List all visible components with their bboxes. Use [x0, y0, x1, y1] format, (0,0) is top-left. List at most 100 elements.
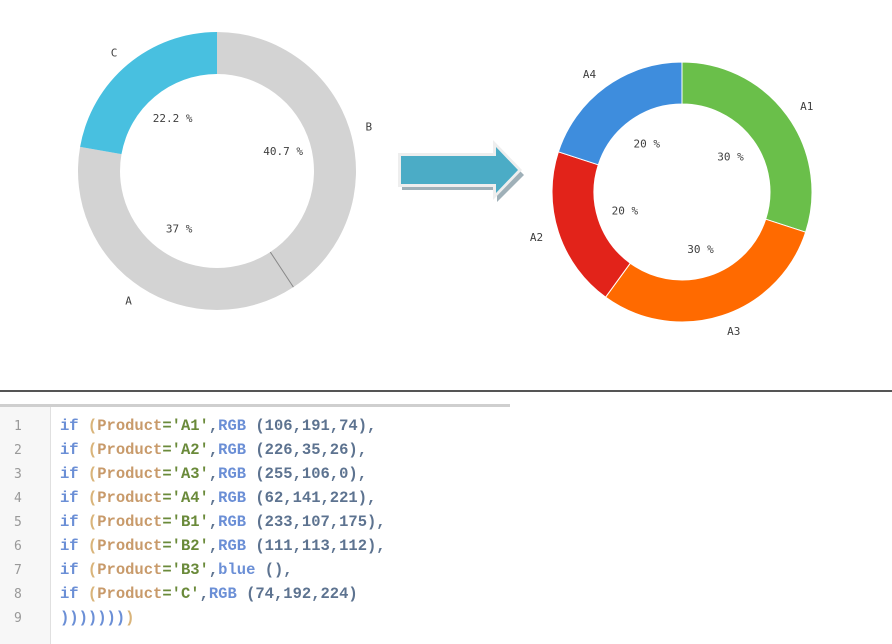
data-label-A4: 20 % — [633, 137, 660, 150]
data-label-A: 37 % — [166, 223, 193, 236]
code-token-par: ( — [87, 417, 98, 435]
charts-canvas: 40.7 % B 37 % A 22.2 % C 30 % A1 30 % A3 20 % A2 20… — [78, 31, 813, 338]
code-token-fld: Product — [97, 417, 163, 435]
data-label-A2: 20 % — [612, 205, 639, 218]
line-number: 6 — [14, 539, 22, 554]
code-line[interactable]: if (Product='A4',RGB (62,141,221), — [60, 489, 376, 507]
data-label-B: 40.7 % — [263, 145, 303, 158]
line-number: 8 — [14, 587, 22, 602]
code-token-par: ( — [87, 585, 98, 603]
slice-A1[interactable] — [681, 61, 813, 233]
code-line[interactable]: if (Product='A2',RGB (226,35,26), — [60, 441, 367, 459]
category-label-A2: A2 — [530, 231, 543, 244]
slice-A[interactable] — [78, 146, 294, 310]
data-label-A3: 30 % — [687, 243, 714, 256]
code-token-kw: if — [60, 513, 88, 531]
code-token-arg: (106,191,74), — [246, 417, 377, 435]
divider — [0, 390, 892, 392]
code-token-arg: , — [208, 561, 219, 579]
code-token-arg: (111,113,112), — [246, 537, 386, 555]
code-token-str: ='B3' — [162, 561, 209, 579]
code-token-arg: , — [208, 465, 219, 483]
right-arrow-icon — [398, 140, 524, 202]
category-label-C: C — [111, 46, 118, 59]
code-token-arg: , — [208, 513, 219, 531]
slice-A2[interactable] — [551, 151, 631, 298]
code-token-par: ( — [87, 561, 98, 579]
code-token-fn: RGB — [218, 441, 247, 459]
code-token-fn: blue — [218, 561, 256, 579]
code-token-fld: Product — [97, 561, 163, 579]
code-token-par: ( — [87, 537, 98, 555]
donut-chart-before: 40.7 % B 37 % A 22.2 % C — [78, 31, 372, 310]
code-token-arg: (), — [255, 561, 293, 579]
code-token-arg: (62,141,221), — [246, 489, 377, 507]
code-token-par: ) — [125, 609, 135, 627]
slice-C[interactable] — [80, 31, 217, 155]
code-token-arg: , — [208, 441, 219, 459]
code-token-fld: Product — [97, 537, 163, 555]
code-token-par: ( — [87, 489, 98, 507]
line-number: 7 — [14, 563, 22, 578]
code-token-fn: RGB — [218, 417, 247, 435]
code-token-arg: , — [208, 489, 219, 507]
code-token-arg: , — [199, 585, 209, 603]
code-token-str: ='A2' — [162, 441, 209, 459]
line-number-gutter: 1 2 3 4 5 6 7 8 9 — [0, 407, 51, 644]
line-number: 3 — [14, 467, 22, 482]
code-token-kw: ))))))) — [60, 609, 126, 627]
code-token-par: ( — [87, 465, 98, 483]
code-token-arg: , — [208, 417, 219, 435]
code-token-str: ='A4' — [162, 489, 209, 507]
category-label-A: A — [125, 295, 132, 308]
code-token-str: ='A1' — [162, 417, 209, 435]
category-label-A1: A1 — [800, 100, 813, 113]
code-token-arg: (74,192,224) — [236, 585, 358, 603]
code-token-arg: , — [208, 537, 219, 555]
line-number: 4 — [14, 491, 22, 506]
code-token-kw: if — [60, 417, 88, 435]
code-token-fld: Product — [97, 513, 163, 531]
code-token-fn: RGB — [218, 465, 247, 483]
code-token-fld: Product — [97, 441, 163, 459]
code-token-fld: Product — [97, 465, 163, 483]
code-line[interactable]: if (Product='B1',RGB (233,107,175), — [60, 513, 386, 531]
code-line[interactable]: if (Product='A1',RGB (106,191,74), — [60, 417, 376, 435]
code-token-str: ='B1' — [162, 513, 209, 531]
code-line[interactable]: if (Product='B2',RGB (111,113,112), — [60, 537, 386, 555]
code-token-arg: (255,106,0), — [246, 465, 367, 483]
line-number: 1 — [14, 419, 22, 434]
data-label-A1: 30 % — [717, 151, 744, 164]
code-token-par: ( — [87, 441, 98, 459]
code-token-kw: if — [60, 537, 88, 555]
line-number: 9 — [14, 611, 22, 626]
code-token-arg: (226,35,26), — [246, 441, 367, 459]
code-token-fn: RGB — [208, 585, 237, 603]
line-number: 2 — [14, 443, 22, 458]
code-token-kw: if — [60, 561, 88, 579]
code-line[interactable]: if (Product='C',RGB (74,192,224) — [60, 585, 358, 603]
slice-B[interactable] — [217, 32, 356, 288]
code-token-str: ='B2' — [162, 537, 209, 555]
donut-chart-after: 30 % A1 30 % A3 20 % A2 20 % A4 — [530, 61, 813, 338]
category-label-A4: A4 — [583, 68, 597, 81]
code-token-kw: if — [60, 465, 88, 483]
category-label-B: B — [365, 121, 372, 134]
slice-A4[interactable] — [557, 61, 683, 166]
line-number: 5 — [14, 515, 22, 530]
code-token-kw: if — [60, 489, 88, 507]
code-line[interactable]: if (Product='A3',RGB (255,106,0), — [60, 465, 367, 483]
code-token-kw: if — [60, 585, 88, 603]
slice-A3[interactable] — [604, 218, 807, 323]
code-token-par: ( — [87, 513, 98, 531]
code-line[interactable]: )))))))) — [60, 609, 134, 627]
code-token-kw: if — [60, 441, 88, 459]
code-token-str: ='C' — [162, 585, 200, 603]
data-label-C: 22.2 % — [153, 112, 193, 125]
code-token-fn: RGB — [218, 537, 247, 555]
code-line[interactable]: if (Product='B3',blue (), — [60, 561, 293, 579]
code-token-fld: Product — [97, 585, 163, 603]
category-label-A3: A3 — [727, 325, 740, 338]
slice-separator — [269, 251, 294, 288]
